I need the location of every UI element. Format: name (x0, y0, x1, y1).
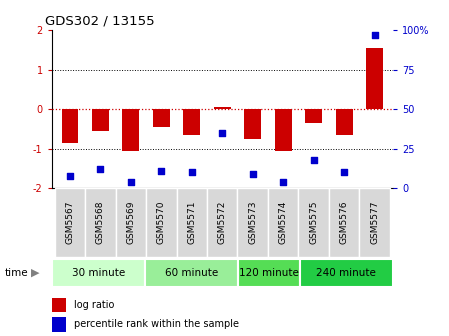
Text: GSM5574: GSM5574 (279, 201, 288, 244)
Point (310, 157, 317, 162)
Bar (116, 188, 146, 257)
Text: percentile rank within the sample: percentile rank within the sample (74, 319, 239, 329)
Bar (244, 109, 261, 139)
Bar (123, 109, 139, 151)
Bar (62, 109, 78, 143)
Text: ▶: ▶ (31, 268, 39, 278)
Bar (146, 188, 176, 257)
Bar (207, 188, 238, 257)
Point (219, 130, 226, 135)
Point (66, 173, 74, 178)
Text: time: time (4, 268, 28, 278)
Bar (336, 109, 352, 135)
Bar (359, 188, 390, 257)
Bar (238, 259, 300, 287)
Point (188, 170, 195, 175)
Text: log ratio: log ratio (74, 300, 114, 309)
Text: 30 minute: 30 minute (71, 268, 125, 278)
Point (280, 179, 287, 184)
Text: GSM5577: GSM5577 (370, 201, 379, 244)
Text: GSM5573: GSM5573 (248, 201, 257, 244)
Bar (92, 109, 109, 131)
Bar (52, 259, 145, 287)
Text: 120 minute: 120 minute (239, 268, 299, 278)
Text: GSM5568: GSM5568 (96, 201, 105, 244)
Point (340, 170, 348, 175)
Bar (85, 188, 116, 257)
Bar (145, 259, 238, 287)
Text: GSM5575: GSM5575 (309, 201, 318, 244)
Bar (238, 188, 268, 257)
Text: 60 minute: 60 minute (165, 268, 218, 278)
Bar (153, 109, 170, 127)
Bar (366, 48, 383, 109)
Bar (214, 107, 231, 109)
Point (97, 167, 104, 172)
Bar (305, 109, 322, 123)
Bar (176, 188, 207, 257)
Text: GSM5567: GSM5567 (66, 201, 75, 244)
Bar (268, 188, 299, 257)
Text: GSM5570: GSM5570 (157, 201, 166, 244)
Text: GSM5572: GSM5572 (218, 201, 227, 244)
Bar (52, 298, 66, 312)
Bar (52, 317, 66, 332)
Text: GSM5576: GSM5576 (339, 201, 348, 244)
Text: GSM5571: GSM5571 (187, 201, 196, 244)
Point (371, 32, 378, 38)
Bar (329, 188, 359, 257)
Point (127, 179, 134, 184)
Bar (275, 109, 291, 151)
Bar (55, 188, 85, 257)
Text: GDS302 / 13155: GDS302 / 13155 (45, 15, 154, 28)
Bar (300, 259, 393, 287)
Bar (183, 109, 200, 135)
Point (249, 171, 256, 177)
Bar (299, 188, 329, 257)
Text: GSM5569: GSM5569 (126, 201, 135, 244)
Text: 240 minute: 240 minute (317, 268, 376, 278)
Point (158, 168, 165, 173)
